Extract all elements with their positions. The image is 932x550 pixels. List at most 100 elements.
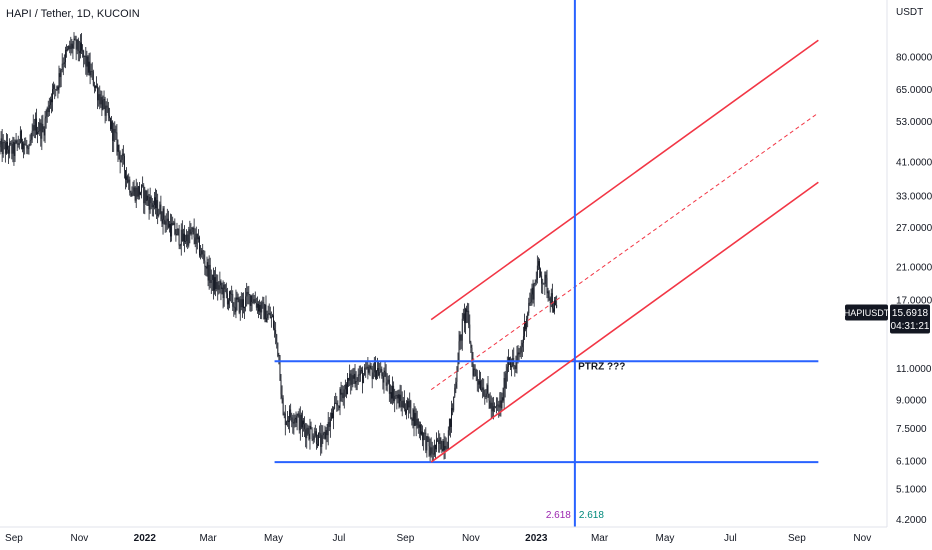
candle-body [110, 118, 111, 130]
time-axis-tick-label: Sep [788, 533, 806, 544]
candle-body [212, 274, 214, 291]
candle-body [371, 368, 373, 379]
price-axis-tick-label: 41.0000 [896, 157, 932, 168]
candle [194, 228, 196, 248]
candle [57, 85, 59, 99]
candle [116, 123, 118, 156]
candle [352, 368, 354, 388]
candle [189, 220, 191, 244]
candle [275, 322, 277, 345]
candle [282, 395, 284, 416]
candle [172, 216, 174, 226]
candle [22, 138, 23, 153]
candle-body [10, 142, 12, 145]
candle-body [367, 366, 369, 373]
candle [129, 176, 131, 196]
candle-body [254, 299, 256, 303]
candle [475, 368, 477, 382]
candle [273, 306, 274, 331]
candle-body [505, 373, 507, 389]
candle [178, 224, 180, 250]
candle [236, 291, 238, 311]
candle-body [472, 359, 474, 376]
candle-body [503, 378, 505, 401]
parallel-channel[interactable] [430, 39, 819, 463]
candle [317, 434, 318, 449]
candle [531, 283, 533, 306]
candle [334, 396, 336, 410]
candle-body [374, 361, 376, 379]
candle-body [250, 295, 252, 306]
candle [149, 187, 151, 214]
annotations: PTRZ ??? [578, 362, 625, 373]
candle-body [60, 69, 62, 78]
price-axis[interactable]: 80.0000 65.0000 53.0000 41.0000 33.0000 27.00… [896, 52, 932, 525]
candle-body [466, 308, 468, 312]
candle [312, 433, 314, 445]
candle [337, 400, 339, 412]
candle-body [429, 446, 431, 456]
candle-body [440, 437, 442, 450]
candle [219, 271, 221, 294]
time-axis[interactable]: Sep Nov 2022 Mar May Jul Sep Nov 2023 Mar May Jul Se… [5, 533, 871, 544]
candle-body [177, 228, 179, 230]
candle-body [487, 385, 489, 394]
candle [443, 433, 445, 460]
candle [363, 372, 365, 384]
candle-body [524, 321, 525, 337]
candle-body [368, 369, 370, 373]
candle [135, 178, 137, 209]
candle [111, 116, 112, 133]
candle [44, 110, 46, 144]
candle-body [387, 379, 389, 383]
candle [140, 191, 141, 196]
candle [181, 220, 183, 242]
vertical-marker[interactable]: 2.618 2.618 [546, 0, 604, 527]
candle-body [122, 153, 124, 156]
candle-body [414, 412, 416, 426]
candle-body [484, 396, 486, 397]
candle-body [191, 228, 193, 233]
candle [413, 403, 415, 437]
candle-body [338, 405, 340, 409]
candle [512, 349, 514, 368]
candle-body [162, 208, 164, 224]
candle [456, 366, 458, 389]
candle-body [2, 141, 4, 155]
price-axis-tick-label: 5.1000 [896, 484, 927, 495]
horizontal-levels[interactable] [274, 360, 819, 464]
candle-body [271, 315, 273, 317]
candle [187, 231, 189, 250]
candle-body [273, 315, 274, 329]
candle [448, 418, 450, 436]
candle-body [160, 204, 162, 220]
candle-body [422, 431, 424, 441]
candle [230, 290, 232, 302]
candle [105, 101, 107, 122]
candle-body [428, 437, 430, 447]
candle [325, 427, 327, 450]
candle-body [300, 414, 302, 428]
candle-body [134, 187, 136, 201]
candle [260, 301, 262, 320]
candle-body [409, 400, 411, 408]
candle [167, 210, 169, 229]
candle-body [307, 427, 309, 434]
candle [182, 228, 184, 246]
candle [199, 235, 200, 258]
candle [466, 305, 468, 324]
candle [235, 289, 237, 319]
candle-body [137, 186, 139, 197]
candle-body [465, 308, 466, 323]
candle [77, 37, 79, 62]
candle [422, 425, 424, 447]
candle [333, 406, 335, 430]
candle [185, 234, 187, 244]
candle [373, 357, 375, 377]
candle [224, 284, 226, 293]
candle-body [115, 132, 117, 134]
candle [188, 226, 190, 248]
candle-body [135, 187, 137, 201]
candle-body [382, 376, 384, 383]
